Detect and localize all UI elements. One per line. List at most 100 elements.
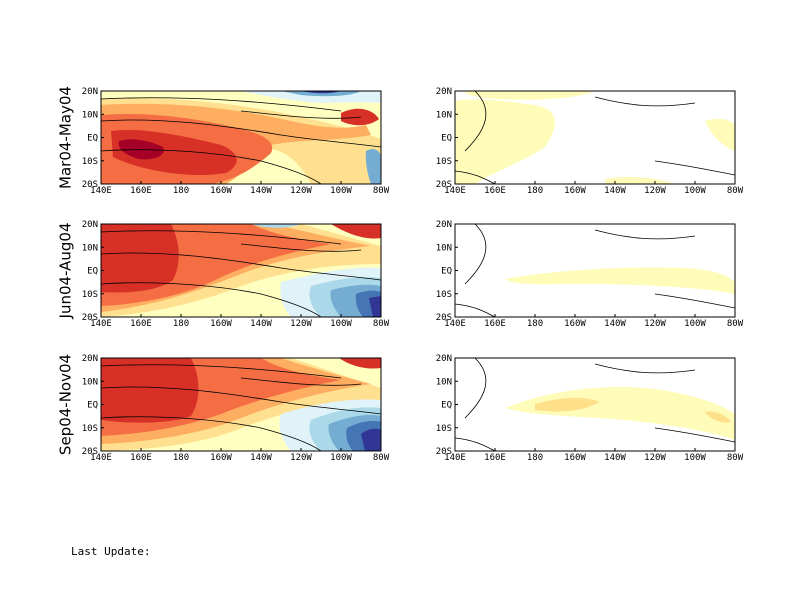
contour-band-8: [301, 91, 341, 94]
contour-band-10: [339, 358, 381, 369]
y-tick-label: EQ: [87, 401, 98, 411]
panel-0-1: 140E 160E 180 160W 140W 120W 100W 80W 20N 10N EQ 10…: [436, 87, 744, 196]
x-tick-label: 120W: [290, 319, 312, 329]
x-tick-label: 100W: [684, 319, 706, 329]
y-tick-label: EQ: [87, 267, 98, 277]
x-tick-label: 180: [173, 453, 189, 463]
x-tick-label: 180: [527, 186, 543, 196]
contour-band-9: [369, 296, 381, 317]
x-tick-label: 140W: [250, 453, 272, 463]
x-tick-label: 100W: [330, 319, 352, 329]
panel-0-0: 140E 160E 180 160W 140W 120W 100W 80W 20N 10N EQ 10…: [82, 87, 390, 196]
y-tick-label: 20N: [82, 220, 98, 230]
contour-line-3: [455, 303, 496, 317]
contour-band-9: [361, 428, 381, 451]
x-tick-label: 160W: [210, 319, 232, 329]
contour-line-1: [101, 149, 322, 184]
x-tick-label: 80W: [373, 453, 390, 463]
x-tick-label: 140E: [90, 453, 112, 463]
x-tick-label: 140W: [604, 186, 626, 196]
contour-line-2: [654, 293, 735, 309]
contour-band-1: [465, 91, 595, 100]
x-tick-label: 140W: [250, 319, 272, 329]
contour-line-2: [240, 110, 362, 119]
contour-band-4: [101, 224, 179, 293]
x-tick-label: 120W: [290, 453, 312, 463]
contour-line-3: [101, 230, 342, 245]
x-tick-label: 140E: [90, 186, 112, 196]
x-tick-label: 180: [527, 453, 543, 463]
panel-fill-1-0: [101, 224, 381, 317]
x-tick-label: 100W: [684, 186, 706, 196]
contour-line-1: [101, 416, 322, 451]
y-tick-label: 10S: [82, 157, 98, 167]
x-tick-label: 140W: [604, 453, 626, 463]
y-tick-label: 20N: [436, 354, 452, 364]
y-tick-label: EQ: [441, 134, 452, 144]
y-tick-label: 10S: [82, 424, 98, 434]
contour-band-1: [725, 280, 735, 296]
y-tick-label: 20S: [436, 313, 452, 323]
row-label-1: Jun04-Aug04: [57, 223, 75, 320]
contour-band-3: [605, 176, 675, 184]
y-tick-label: 20N: [82, 354, 98, 364]
x-tick-label: 120W: [644, 453, 666, 463]
contour-band-2: [705, 411, 731, 423]
y-tick-label: 20S: [82, 313, 98, 323]
contour-line-0: [464, 358, 487, 419]
contour-line-0: [101, 252, 381, 281]
y-tick-label: 10N: [82, 377, 98, 387]
panel-fill-1-1: [455, 224, 735, 317]
y-tick-label: 10N: [436, 377, 452, 387]
contour-band-0: [455, 99, 555, 184]
x-tick-label: 140W: [250, 186, 272, 196]
contour-line-2: [240, 243, 362, 252]
x-tick-label: 160E: [130, 319, 152, 329]
x-tick-label: 140W: [604, 319, 626, 329]
x-tick-label: 160E: [484, 453, 506, 463]
x-tick-label: 160E: [130, 453, 152, 463]
x-tick-label: 180: [173, 186, 189, 196]
x-tick-label: 160E: [484, 319, 506, 329]
x-tick-label: 80W: [727, 319, 744, 329]
y-tick-label: 20N: [436, 220, 452, 230]
panel-fill-2-0: [101, 358, 381, 451]
y-tick-label: 20S: [82, 180, 98, 190]
contour-line-0: [101, 386, 381, 415]
panel-fill-2-1: [455, 358, 735, 451]
x-tick-label: 140E: [444, 319, 466, 329]
row-label-0: Mar04-May04: [57, 86, 75, 189]
y-tick-label: EQ: [441, 267, 452, 277]
x-tick-label: 140E: [90, 319, 112, 329]
x-tick-label: 160W: [210, 186, 232, 196]
x-tick-label: 120W: [644, 186, 666, 196]
contour-line-1: [101, 282, 322, 317]
y-tick-label: 10S: [82, 290, 98, 300]
y-tick-label: 20S: [436, 447, 452, 457]
x-tick-label: 160W: [564, 319, 586, 329]
panel-2-0: 140E 160E 180 160W 140W 120W 100W 80W 20N 10N EQ 10…: [82, 354, 390, 463]
contour-line-1: [594, 229, 696, 240]
x-tick-label: 80W: [373, 319, 390, 329]
contour-line-3: [101, 364, 342, 379]
y-tick-label: EQ: [441, 401, 452, 411]
x-tick-label: 180: [173, 319, 189, 329]
y-tick-label: 20S: [82, 447, 98, 457]
y-tick-label: 20N: [82, 87, 98, 97]
contour-line-2: [654, 160, 735, 176]
x-tick-label: 80W: [727, 186, 744, 196]
contour-line-3: [101, 97, 342, 112]
y-tick-label: 10N: [82, 243, 98, 253]
contour-line-0: [464, 91, 487, 152]
x-tick-label: 80W: [373, 186, 390, 196]
x-tick-label: 100W: [330, 186, 352, 196]
panel-fill-0-0: [101, 91, 381, 184]
x-tick-label: 160E: [130, 186, 152, 196]
contour-line-1: [594, 96, 696, 107]
contour-line-1: [594, 363, 696, 374]
y-tick-label: 10N: [436, 110, 452, 120]
contour-band-10: [365, 149, 381, 184]
contour-band-1: [535, 397, 600, 412]
footer-last-update: Last Update:: [71, 545, 150, 558]
